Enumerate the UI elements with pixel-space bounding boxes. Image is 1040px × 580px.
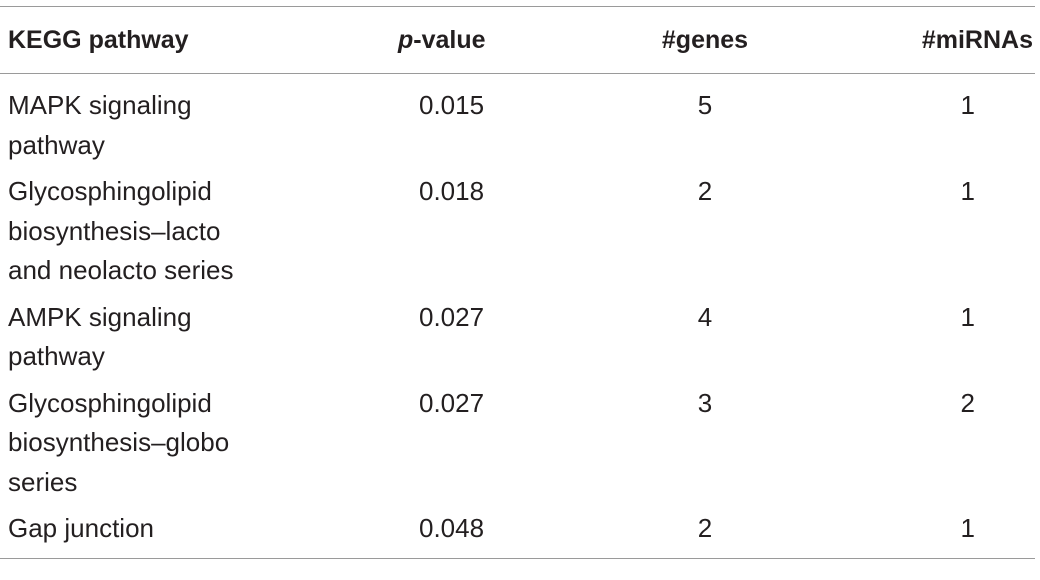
cell-mirnas: 2 [960,387,975,418]
header-genes: #genes [661,25,749,54]
header-kegg-pathway: KEGG pathway [8,25,189,54]
cell-mirnas: 1 [960,90,975,120]
table-header-row: KEGG pathway p-value #genes #miRNAs [0,6,1035,74]
header-p-value-italic: p [398,25,414,54]
cell-mirnas: 1 [960,513,975,543]
cell-p-value: 0.027 [419,301,485,332]
cell-pathway: Glycosphingolipid biosynthesis–globo ser… [8,387,230,497]
cell-p-value: 0.027 [419,387,485,418]
cell-mirnas: 1 [960,176,975,206]
cell-pathway: MAPK signaling pathway [8,90,192,160]
cell-genes: 5 [697,90,713,120]
cell-p-value: 0.048 [419,513,485,543]
cell-genes: 2 [697,513,713,543]
cell-pathway: AMPK signaling pathway [8,301,192,372]
cell-p-value: 0.015 [419,90,485,120]
cell-mirnas: 1 [960,301,975,332]
cell-pathway: Glycosphingolipid biosynthesis–lacto and… [8,176,234,285]
header-mirnas: #miRNAs [921,25,1033,54]
header-p-value: p-value [370,7,570,74]
table-row: Glycosphingolipid biosynthesis–lacto and… [0,172,1035,298]
cell-p-value: 0.018 [419,176,485,206]
kegg-pathway-table-container: KEGG pathway p-value #genes #miRNAs MAPK… [0,6,1035,559]
cell-genes: 4 [697,301,713,332]
table-row: Glycosphingolipid biosynthesis–globo ser… [0,384,1035,510]
cell-pathway: Gap junction [8,513,154,543]
cell-genes: 3 [697,387,713,418]
table-row: Gap junction 0.048 2 1 [0,509,1035,558]
kegg-pathway-table: KEGG pathway p-value #genes #miRNAs MAPK… [0,6,1035,559]
table-row: MAPK signaling pathway 0.015 5 1 [0,74,1035,173]
table-row: AMPK signaling pathway 0.027 4 1 [0,298,1035,384]
header-p-value-suffix: -value [413,25,486,54]
cell-genes: 2 [697,176,713,206]
